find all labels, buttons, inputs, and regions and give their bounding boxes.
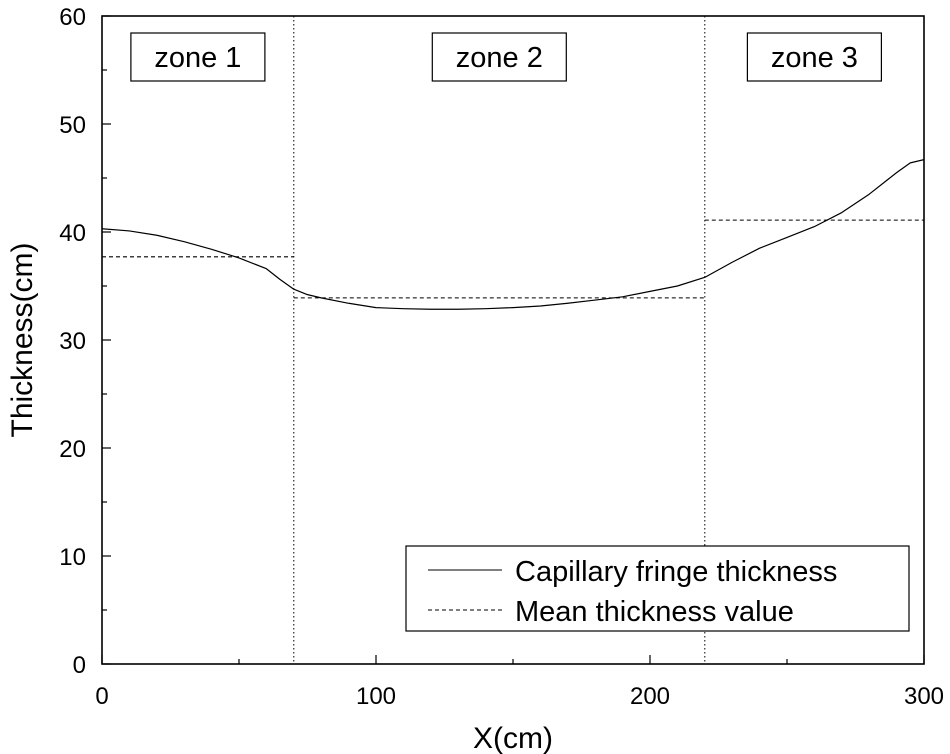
y-tick-label: 10 <box>59 544 86 571</box>
legend-box <box>405 545 910 632</box>
axis-ticks <box>101 15 925 665</box>
zone-label-box <box>431 32 567 82</box>
zone-label-box <box>130 32 266 82</box>
x-axis-title: X(cm) <box>473 722 553 754</box>
y-axis-title: Thickness(cm) <box>6 242 39 437</box>
y-tick-labels: 0 10 20 30 40 50 60 <box>59 4 86 679</box>
series-capillary-fringe-line <box>101 159 925 310</box>
legend: Capillary fringe thickness Mean thicknes… <box>405 545 910 632</box>
zone-label-box <box>746 32 883 82</box>
y-tick-label: 40 <box>59 220 86 247</box>
zone-label-3: zone 3 <box>746 32 883 82</box>
zone-label-text: zone 3 <box>771 42 858 74</box>
legend-label-mean: Mean thickness value <box>515 596 794 628</box>
zone-label-text: zone 2 <box>456 42 543 74</box>
zone-label-text: zone 1 <box>154 42 241 74</box>
x-tick-label: 0 <box>95 683 108 710</box>
zone-labels: zone 1 zone 2 zone 3 <box>130 32 883 82</box>
legend-label-capillary: Capillary fringe thickness <box>515 556 837 588</box>
y-tick-label: 50 <box>59 112 86 139</box>
x-tick-label: 100 <box>356 683 396 710</box>
y-tick-label: 20 <box>59 436 86 463</box>
y-tick-label: 30 <box>59 328 86 355</box>
y-tick-label: 0 <box>73 652 86 679</box>
x-tick-label: 300 <box>904 683 944 710</box>
x-tick-label: 200 <box>630 683 670 710</box>
zone-label-2: zone 2 <box>431 32 567 82</box>
series-layer <box>101 159 925 310</box>
x-tick-labels: 0 100 200 300 <box>95 683 944 710</box>
y-tick-label: 60 <box>59 4 86 31</box>
zone-label-1: zone 1 <box>130 32 266 82</box>
plot-frame <box>101 15 925 665</box>
